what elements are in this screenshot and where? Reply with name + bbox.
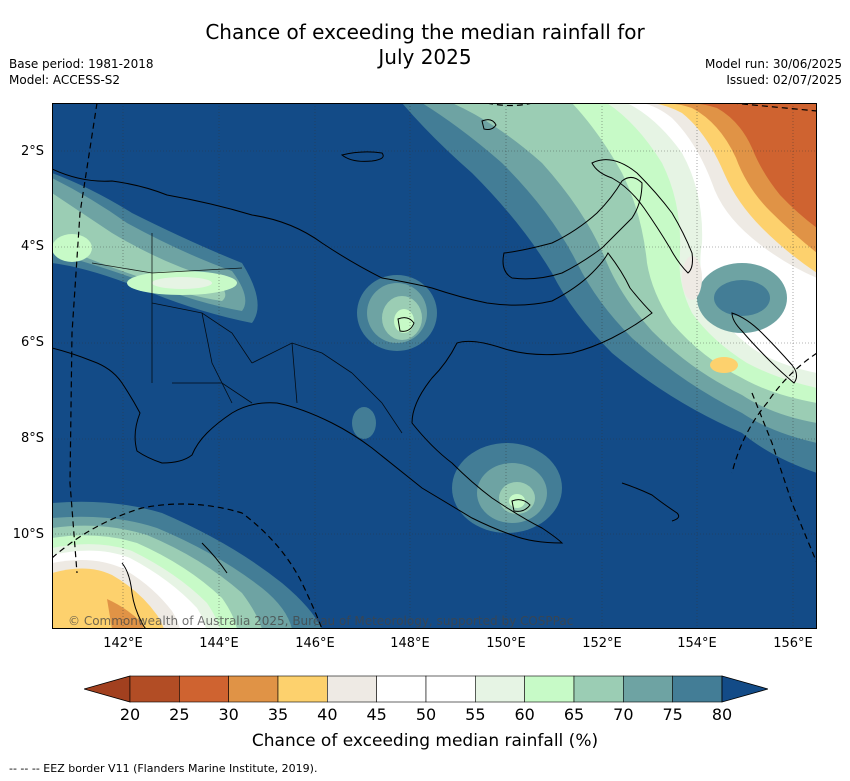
colorbar-tick-label: 45	[366, 705, 387, 724]
model-text: Model: ACCESS-S2	[9, 73, 121, 87]
contour-ne-30	[692, 103, 817, 228]
base-period-text: Base period: 1981-2018	[9, 57, 154, 71]
contour-se-60	[509, 494, 525, 508]
title-line-1: Chance of exceeding the median rainfall …	[205, 20, 645, 44]
x-tick-label: 146°E	[295, 636, 335, 651]
colorbar-tick-label: 30	[218, 705, 239, 724]
colorbar-tick-label: 55	[465, 705, 486, 724]
copyright-text: © Commonwealth of Australia 2025, Bureau…	[68, 614, 574, 628]
colorbar-segment	[524, 675, 575, 703]
colorbar-segment	[129, 675, 180, 703]
coastline-torres	[201, 542, 228, 574]
colorbar-segment	[672, 675, 723, 703]
colorbar-tick-label: 35	[267, 705, 289, 724]
x-tick-label: 148°E	[390, 636, 430, 651]
contour-east-wet-inner	[714, 280, 770, 316]
contour-sw-40	[52, 568, 164, 629]
rainfall-map	[52, 103, 817, 629]
x-tick-label: 150°E	[486, 636, 526, 651]
coastline-louisiade	[621, 482, 680, 522]
colorbar-segment	[425, 675, 476, 703]
colorbar-tick-label: 80	[711, 705, 733, 724]
model-run-text: Model run: 30/06/2025	[704, 57, 842, 71]
colorbar-tick-label: 70	[613, 705, 634, 724]
colorbar-tick-label: 75	[662, 705, 683, 724]
contour-east-dry-spot	[710, 357, 738, 373]
coastline-island-1	[481, 119, 497, 130]
x-tick-label: 152°E	[582, 636, 622, 651]
map-title: Chance of exceeding the median rainfall …	[0, 20, 850, 70]
issued-text: Issued: 02/07/2025	[726, 73, 842, 87]
coastline-cape-york	[121, 562, 147, 629]
y-tick-label: 8°S	[20, 431, 44, 446]
eez-footnote: -- -- -- EEZ border V11 (Flanders Marine…	[9, 762, 318, 775]
colorbar-tick-label: 65	[563, 705, 585, 724]
colorbar-tick-label: 50	[415, 705, 437, 724]
colorbar-segment	[277, 675, 328, 703]
contour-west-55	[152, 277, 212, 289]
coastlines	[52, 119, 798, 629]
colorbar-tick-label: 40	[317, 705, 338, 724]
contour-inland-75	[352, 407, 376, 439]
admin-borders	[91, 233, 403, 434]
title-line-2: July 2025	[378, 45, 472, 69]
colorbar-extend-low	[82, 675, 131, 703]
map-frame	[52, 103, 817, 629]
colorbar	[82, 674, 770, 704]
meta-left: Base period: 1981-2018 Model: ACCESS-S2	[9, 56, 154, 88]
colorbar-segment	[623, 675, 673, 703]
colorbar-segment	[228, 675, 279, 703]
contour-west-edge-60	[52, 234, 92, 262]
y-tick-label: 2°S	[20, 144, 44, 159]
meta-right: Model run: 30/06/2025 Issued: 02/07/2025	[705, 56, 842, 88]
colorbar-segment	[327, 675, 377, 703]
coastline-mainland	[52, 168, 653, 544]
y-tick-label: 6°S	[20, 335, 44, 350]
y-tick-label: 4°S	[20, 239, 44, 254]
gridlines	[52, 103, 817, 629]
coastline-bougainville	[731, 312, 798, 384]
coastline-island-2	[397, 317, 415, 332]
colorbar-title: Chance of exceeding median rainfall (%)	[251, 731, 599, 751]
colorbar-segment	[179, 675, 229, 703]
colorbar-tick-label: 25	[169, 705, 190, 724]
x-tick-label: 156°E	[773, 636, 813, 651]
coastline-manus	[340, 151, 384, 162]
coastline-new-ireland	[591, 159, 693, 274]
colorbar-extend-high	[721, 675, 770, 703]
colorbar-segment	[573, 675, 624, 703]
x-tick-label: 154°E	[677, 636, 717, 651]
contour-sw-35	[107, 599, 144, 629]
colorbar-segment	[475, 675, 525, 703]
contour-central-60	[394, 309, 414, 333]
colorbar-segment	[376, 675, 427, 703]
colorbar-tick-label: 60	[514, 705, 535, 724]
coastline-island-3	[511, 499, 531, 512]
y-tick-label: 10°S	[12, 527, 44, 542]
x-tick-label: 142°E	[103, 636, 143, 651]
x-tick-label: 144°E	[199, 636, 239, 651]
colorbar-tick-label: 20	[119, 705, 141, 724]
